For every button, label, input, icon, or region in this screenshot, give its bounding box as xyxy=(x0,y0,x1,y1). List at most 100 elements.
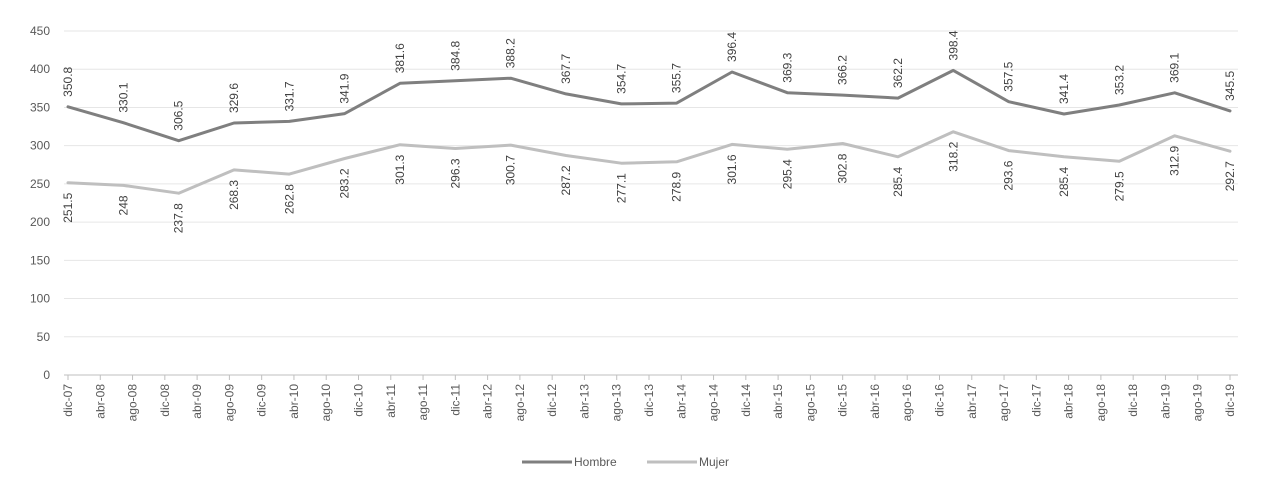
x-tick-label: ago-15 xyxy=(803,384,817,422)
data-label-hombre: 366.2 xyxy=(836,55,850,85)
x-tick-label: ago-18 xyxy=(1094,384,1108,422)
data-label-hombre: 357.5 xyxy=(1002,61,1016,91)
x-tick-label: abr-19 xyxy=(1158,384,1172,419)
data-label-hombre: 381.6 xyxy=(393,43,407,73)
data-label-mujer: 248 xyxy=(116,195,130,215)
x-tick-label: ago-11 xyxy=(416,384,430,421)
data-label-hombre: 331.7 xyxy=(282,81,296,111)
data-label-hombre: 367.7 xyxy=(559,54,573,84)
x-tick-label: dic-09 xyxy=(255,384,269,417)
x-tick-label: abr-11 xyxy=(384,384,398,418)
x-tick-label: abr-18 xyxy=(1062,384,1076,419)
y-tick-label: 350 xyxy=(30,100,50,114)
y-tick-label: 400 xyxy=(30,62,50,76)
y-tick-label: 200 xyxy=(30,215,50,229)
y-tick-label: 250 xyxy=(30,177,50,191)
data-label-hombre: 354.7 xyxy=(614,63,628,93)
x-tick-label: dic-17 xyxy=(1029,384,1043,417)
x-tick-label: abr-12 xyxy=(481,384,495,419)
x-tick-label: dic-11 xyxy=(448,384,462,416)
axes: 0 50 100 150 200 250 300 350 400 450 dic-07 abr-08 a… xyxy=(30,24,1237,421)
data-label-hombre: 388.2 xyxy=(504,38,518,68)
x-tick-label: dic-18 xyxy=(1126,384,1140,417)
data-label-hombre: 396.4 xyxy=(725,32,739,62)
x-tick-label: dic-13 xyxy=(642,384,656,417)
x-tick-label: dic-08 xyxy=(158,384,172,417)
x-tick-label: abr-15 xyxy=(771,384,785,419)
x-tick-label: abr-13 xyxy=(577,384,591,419)
data-label-mujer: 300.7 xyxy=(504,155,518,185)
data-label-mujer: 296.3 xyxy=(448,158,462,188)
data-label-mujer: 312.9 xyxy=(1168,145,1182,175)
y-tick-label: 300 xyxy=(30,139,50,153)
data-label-mujer: 283.2 xyxy=(338,168,352,198)
series-line-hombre xyxy=(66,68,1232,143)
data-labels: 350.8 330.1 306.5 329.6 331.7 341.9 381.6 384.8… xyxy=(61,30,1237,233)
data-label-mujer: 251.5 xyxy=(61,192,75,222)
data-label-mujer: 268.3 xyxy=(227,180,241,210)
x-tick-label: dic-12 xyxy=(545,384,559,417)
data-label-mujer: 301.6 xyxy=(725,154,739,184)
data-label-hombre: 355.7 xyxy=(670,63,684,93)
data-label-mujer: 301.3 xyxy=(393,154,407,184)
data-label-hombre: 350.8 xyxy=(61,66,75,96)
x-tick-label: abr-14 xyxy=(674,384,688,419)
x-tick-label: dic-07 xyxy=(61,384,75,417)
data-label-mujer: 278.9 xyxy=(670,171,684,201)
x-tick-label: ago-13 xyxy=(610,384,624,422)
data-label-mujer: 285.4 xyxy=(1057,167,1071,197)
legend-label-mujer: Mujer xyxy=(699,455,729,469)
x-tick-label: abr-10 xyxy=(287,384,301,419)
x-tick-label: abr-08 xyxy=(93,384,107,419)
x-tick-label: ago-17 xyxy=(997,384,1011,422)
y-tick-label: 450 xyxy=(30,24,50,38)
x-tick-label: dic-15 xyxy=(836,384,850,417)
data-label-mujer: 287.2 xyxy=(559,165,573,195)
x-tick-label: ago-08 xyxy=(126,384,140,422)
data-label-hombre: 330.1 xyxy=(116,82,130,112)
data-label-mujer: 279.5 xyxy=(1112,171,1126,201)
series-line-mujer xyxy=(66,130,1232,195)
data-label-hombre: 306.5 xyxy=(172,100,186,130)
x-tick-label: abr-17 xyxy=(965,384,979,419)
x-tick-label: dic-19 xyxy=(1223,384,1237,417)
y-tick-label: 50 xyxy=(37,330,51,344)
data-label-mujer: 302.8 xyxy=(836,153,850,183)
data-label-hombre: 353.2 xyxy=(1112,65,1126,95)
data-label-mujer: 318.2 xyxy=(946,141,960,171)
y-tick-label: 0 xyxy=(43,368,50,382)
data-label-hombre: 384.8 xyxy=(448,40,462,70)
data-label-hombre: 369.3 xyxy=(780,52,794,82)
x-tick-label: ago-09 xyxy=(222,384,236,422)
series-lines xyxy=(66,68,1232,195)
data-label-mujer: 277.1 xyxy=(614,173,628,203)
data-label-mujer: 285.4 xyxy=(891,167,905,197)
data-label-mujer: 293.6 xyxy=(1002,160,1016,190)
x-tick-label: ago-12 xyxy=(513,384,527,422)
data-label-mujer: 292.7 xyxy=(1223,161,1237,191)
data-label-hombre: 341.9 xyxy=(338,73,352,103)
data-label-hombre: 345.5 xyxy=(1223,71,1237,101)
x-tick-label: abr-09 xyxy=(190,384,204,419)
x-tick-label: ago-10 xyxy=(319,384,333,422)
x-tick-label: dic-16 xyxy=(933,384,947,417)
x-tick-label: ago-14 xyxy=(707,384,721,422)
x-tick-label: ago-19 xyxy=(1191,384,1205,422)
data-label-hombre: 398.4 xyxy=(946,30,960,60)
data-label-hombre: 341.4 xyxy=(1057,74,1071,104)
data-label-mujer: 262.8 xyxy=(282,184,296,214)
y-tick-label: 100 xyxy=(30,292,50,306)
data-label-mujer: 295.4 xyxy=(780,159,794,189)
legend: Hombre Mujer xyxy=(522,455,729,469)
data-label-hombre: 362.2 xyxy=(891,58,905,88)
x-tick-label: dic-10 xyxy=(352,384,366,417)
x-tick-label: dic-14 xyxy=(739,384,753,417)
data-label-mujer: 237.8 xyxy=(172,203,186,233)
data-label-hombre: 369.1 xyxy=(1168,52,1182,82)
gridlines xyxy=(64,30,1238,376)
legend-label-hombre: Hombre xyxy=(574,455,617,469)
data-label-hombre: 329.6 xyxy=(227,83,241,113)
x-tick-label: abr-16 xyxy=(868,384,882,419)
